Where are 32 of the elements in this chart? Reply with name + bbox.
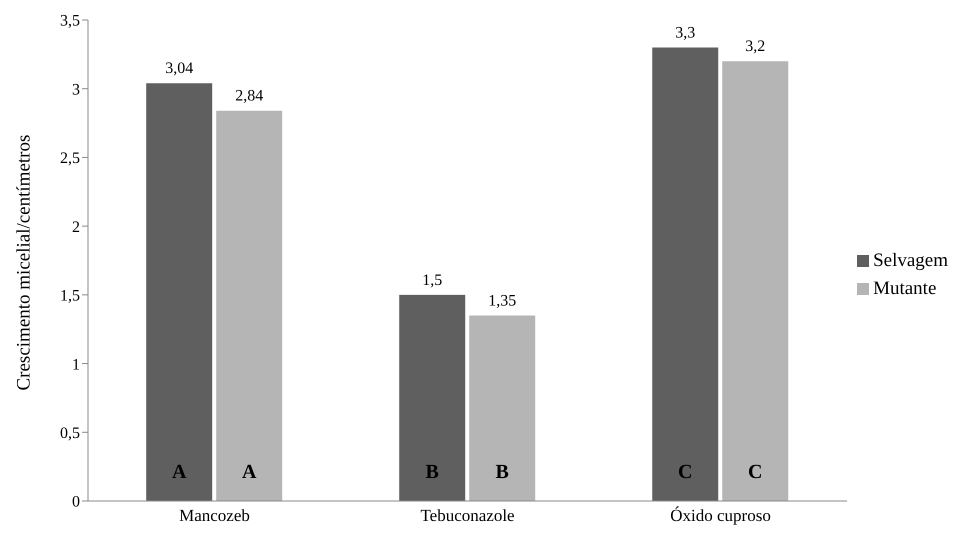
y-tick-label: 2,5 — [60, 150, 80, 168]
y-axis-title: Crescimento micelial/centímetros — [14, 134, 35, 390]
annotation: B — [496, 461, 509, 484]
data-label: 3,2 — [745, 38, 766, 56]
annotation: A — [172, 461, 187, 484]
bar — [399, 294, 466, 501]
y-tick-label: 0,5 — [60, 424, 80, 442]
annotation: B — [426, 461, 439, 484]
bar — [722, 61, 788, 501]
bar — [216, 110, 282, 501]
annotation: A — [242, 461, 257, 484]
legend-label: Mutante — [873, 278, 936, 300]
bar — [146, 83, 212, 501]
annotation: C — [748, 461, 762, 484]
annotation: C — [678, 461, 692, 484]
y-tick-label: 3 — [72, 81, 80, 98]
bar — [652, 47, 718, 501]
legend-label: Selvagem — [873, 250, 948, 272]
y-tick-label: 3,5 — [60, 12, 80, 30]
data-label: 1,35 — [488, 292, 516, 310]
y-tick-label: 1,5 — [60, 288, 80, 305]
x-tick-label: Tebuconazole — [420, 506, 515, 526]
bar — [469, 315, 536, 501]
x-tick-label: Mancozeb — [179, 506, 250, 526]
data-label: 3,3 — [675, 24, 696, 42]
x-tick-label: Óxido cuproso — [670, 506, 771, 526]
y-tick-label: 0 — [72, 494, 80, 511]
data-label: 3,04 — [165, 60, 194, 78]
y-tick-label: 1 — [72, 356, 80, 374]
data-label: 1,5 — [422, 272, 442, 289]
data-label: 2,84 — [235, 88, 264, 105]
y-tick-label: 2 — [72, 218, 80, 236]
